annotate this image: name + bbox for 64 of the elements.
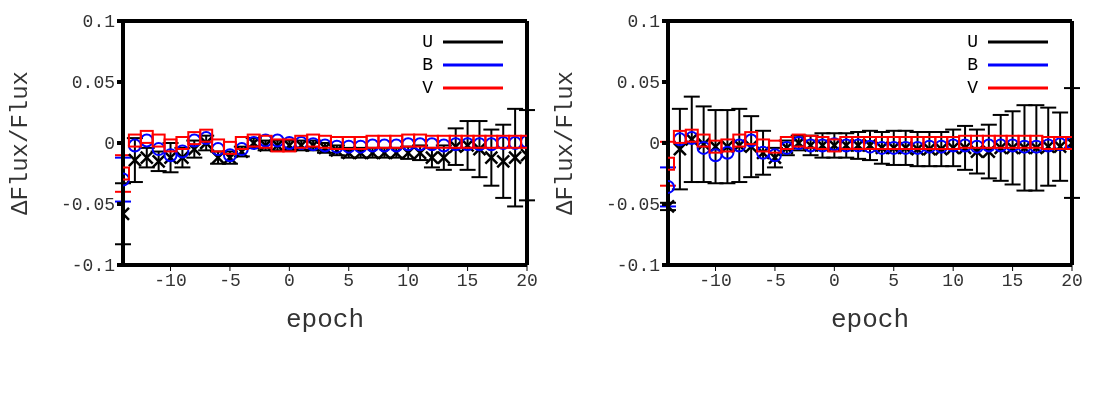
point [1005,134,1020,149]
point [163,138,178,153]
point [969,134,984,149]
point [886,136,901,150]
point [720,145,735,160]
point [1017,134,1032,149]
point [436,134,451,149]
x-tick-label: 10 [942,270,964,291]
point [910,136,925,150]
point [981,138,996,153]
y-tick-label: 0 [649,134,660,155]
x-tick-label: 20 [1061,270,1083,291]
y-tick-label: -0.05 [605,195,660,216]
y-axis-title: ΔFlux/Flux [6,70,34,216]
y-tick-label: 0.1 [82,12,115,33]
y-tick-label: -0.1 [616,256,660,277]
x-tick-label: -5 [764,270,786,291]
point [708,148,723,163]
y-tick-label: -0.05 [60,195,115,216]
x-axis-title: epoch [285,305,365,335]
x-tick-label: 15 [1001,270,1024,291]
y-tick-label: 0 [104,134,115,155]
legend-label: U [966,31,978,52]
x-tick-label: 15 [456,270,479,291]
y-axis-title: ΔFlux/Flux [551,70,579,216]
x-axis-title: epoch [830,305,910,335]
x-tick-label: 5 [343,270,355,291]
x-tick-label: 0 [828,270,840,291]
point [127,133,142,148]
point [898,136,913,150]
x-tick-label: 5 [888,270,900,291]
y-tick-label: -0.1 [71,256,115,277]
x-tick-label: -10 [154,270,187,291]
point [756,138,771,153]
x-tick-label: 10 [397,270,419,291]
legend-label: V [421,77,433,98]
point [139,133,154,148]
point [934,136,949,150]
point [175,136,190,150]
y-tick-label: 0.05 [71,73,115,94]
point [175,144,190,159]
legend-label: B [421,54,433,75]
point [958,134,973,149]
point [969,139,984,154]
point [696,133,711,148]
point [127,138,142,153]
y-tick-label: 0.05 [616,73,660,94]
point [922,136,937,150]
point [1029,134,1044,149]
legend-label: V [966,77,978,98]
x-tick-label: 0 [283,270,295,291]
point [993,134,1008,149]
point [436,138,451,153]
legend-label: U [421,31,433,52]
point [981,134,996,149]
y-tick-label: 0.1 [627,12,660,33]
point [732,133,747,148]
x-tick-label: -5 [219,270,241,291]
x-tick-label: 20 [516,270,538,291]
point [139,129,154,144]
x-tick-label: -10 [699,270,732,291]
legend-label: B [966,54,978,75]
point [696,140,711,155]
point [151,133,166,148]
